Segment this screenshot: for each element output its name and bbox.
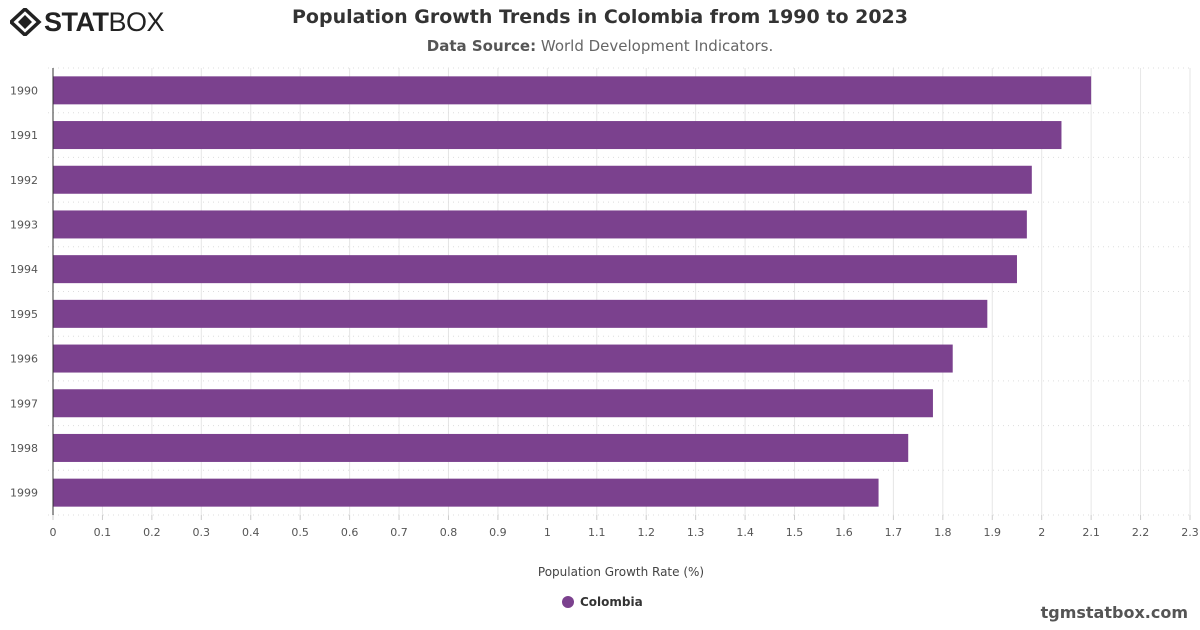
x-tick-label: 0.7	[390, 526, 408, 539]
x-tick-label: 0.4	[242, 526, 260, 539]
bar-1994	[53, 255, 1017, 284]
x-tick-label: 1.9	[984, 526, 1002, 539]
diamond-logo-icon	[10, 8, 42, 36]
x-tick-label: 1.8	[934, 526, 952, 539]
y-tick-label: 1996	[10, 353, 38, 366]
y-tick-label: 1999	[10, 487, 38, 500]
x-tick-label: 2	[1038, 526, 1045, 539]
x-tick-label: 0.6	[341, 526, 359, 539]
x-tick-label: 0.1	[94, 526, 112, 539]
y-tick-label: 1990	[10, 84, 38, 97]
y-tick-label: 1992	[10, 174, 38, 187]
source-label: Data Source:	[426, 37, 537, 55]
legend-item-colombia[interactable]: Colombia	[562, 595, 643, 609]
x-tick-label: 1.1	[588, 526, 606, 539]
x-tick-label: 0	[50, 526, 57, 539]
logo-text-bold: STAT	[44, 6, 109, 37]
logo-text-light: BOX	[108, 6, 165, 37]
x-tick-label: 1.7	[885, 526, 903, 539]
bar-1999	[53, 478, 879, 507]
legend-marker-icon	[562, 596, 574, 608]
x-tick-label: 1.6	[835, 526, 853, 539]
x-tick-label: 1.5	[786, 526, 804, 539]
x-tick-label: 0.3	[193, 526, 211, 539]
x-tick-label: 1.2	[637, 526, 655, 539]
bar-1997	[53, 389, 933, 418]
x-tick-label: 0.8	[440, 526, 458, 539]
bar-1993	[53, 210, 1027, 239]
bar-1995	[53, 299, 988, 328]
y-tick-label: 1994	[10, 263, 38, 276]
x-tick-label: 0.2	[143, 526, 161, 539]
y-tick-label: 1998	[10, 442, 38, 455]
chart-subtitle: Data Source: World Development Indicator…	[0, 37, 1200, 55]
bar-1998	[53, 433, 909, 462]
bar-1992	[53, 165, 1032, 194]
x-axis-label: Population Growth Rate (%)	[538, 565, 704, 579]
legend-label: Colombia	[580, 595, 643, 609]
y-tick-label: 1991	[10, 129, 38, 142]
x-tick-label: 0.9	[489, 526, 507, 539]
statbox-logo: STATBOX	[10, 6, 165, 37]
x-tick-label: 0.5	[291, 526, 309, 539]
bar-1990	[53, 76, 1092, 105]
x-tick-label: 1.4	[736, 526, 754, 539]
bar-1991	[53, 121, 1062, 150]
y-tick-label: 1995	[10, 308, 38, 321]
y-tick-label: 1997	[10, 397, 38, 410]
chart-title: Population Growth Trends in Colombia fro…	[292, 6, 908, 28]
x-tick-label: 2.3	[1181, 526, 1199, 539]
x-tick-label: 1.3	[687, 526, 705, 539]
x-tick-label: 2.1	[1082, 526, 1100, 539]
bar-1996	[53, 344, 953, 373]
site-credit: tgmstatbox.com	[1040, 603, 1188, 622]
x-tick-label: 2.2	[1132, 526, 1150, 539]
source-value: World Development Indicators.	[540, 37, 774, 55]
y-tick-label: 1993	[10, 218, 38, 231]
x-tick-label: 1	[544, 526, 551, 539]
